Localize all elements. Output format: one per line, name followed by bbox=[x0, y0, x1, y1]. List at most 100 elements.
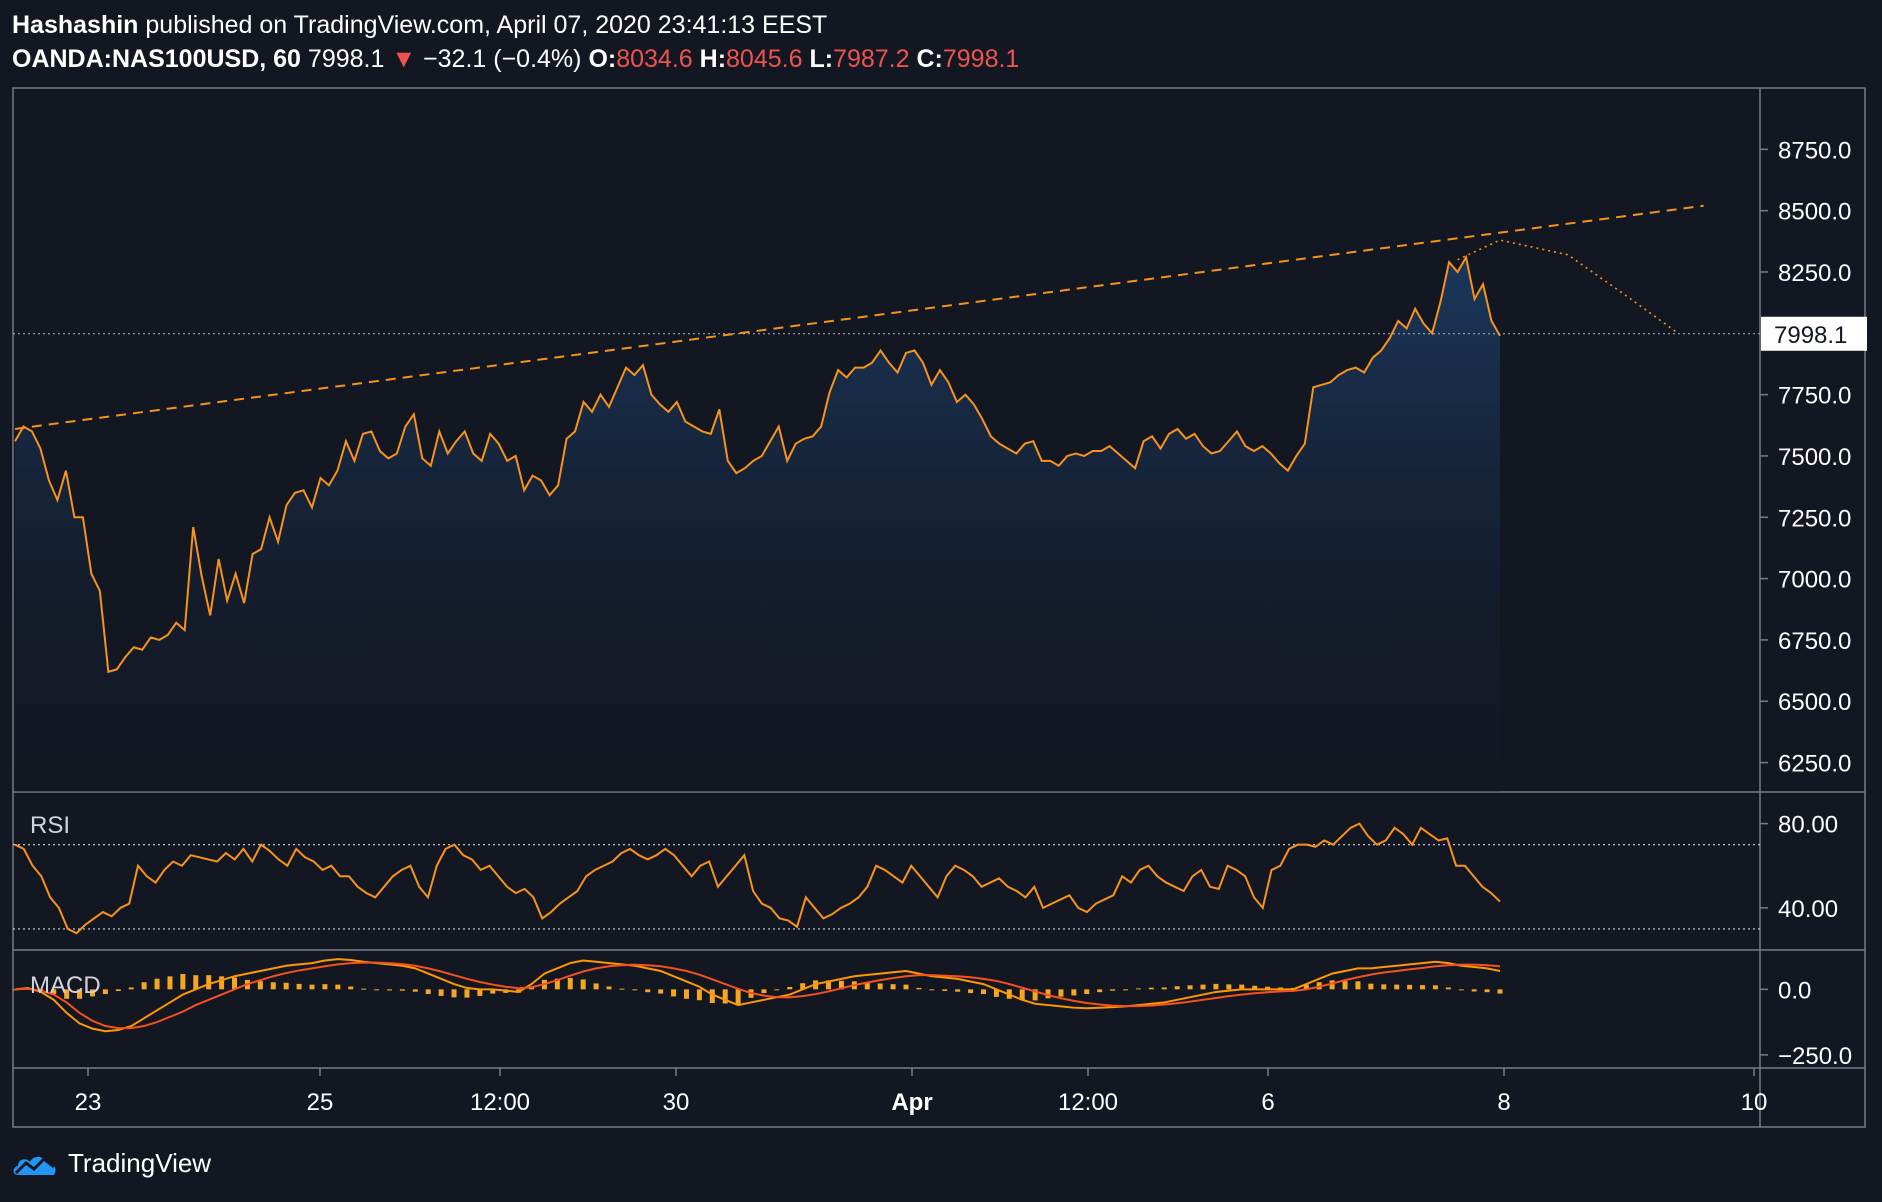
price-tick-2: 8250.0 bbox=[1778, 260, 1851, 287]
macd-hist-bar bbox=[386, 989, 392, 991]
macd-hist-bar bbox=[787, 986, 793, 990]
x-tick-4: Apr bbox=[891, 1089, 932, 1116]
outer-border bbox=[12, 87, 1866, 1128]
macd-hist-bar bbox=[1394, 984, 1400, 990]
tradingview-logo[interactable]: TradingView bbox=[10, 1148, 211, 1179]
price-tick-5: 7500.0 bbox=[1778, 444, 1851, 471]
macd-hist-bar bbox=[1458, 989, 1464, 991]
macd-hist-bar bbox=[735, 989, 741, 1004]
macd-tick-0: 0.0 bbox=[1778, 977, 1811, 1004]
author-name[interactable]: Hashashin bbox=[12, 11, 139, 39]
projection-curve bbox=[1457, 239, 1679, 334]
macd-hist-bar bbox=[838, 980, 844, 990]
macd-pane[interactable]: MACD bbox=[12, 958, 1503, 1033]
macd-hist-bar bbox=[1097, 989, 1103, 993]
x-tick-1: 25 bbox=[307, 1089, 334, 1116]
macd-hist-bar bbox=[490, 989, 496, 994]
macd-hist-bar bbox=[141, 982, 147, 990]
macd-hist-bar bbox=[696, 989, 702, 1001]
macd-hist-bar bbox=[1432, 985, 1438, 990]
price-tick-1: 8500.0 bbox=[1778, 199, 1851, 226]
macd-hist-bar bbox=[438, 989, 444, 996]
x-tick-5: 12:00 bbox=[1058, 1089, 1118, 1116]
macd-hist-bar bbox=[890, 984, 896, 990]
price-tick-10: 6250.0 bbox=[1778, 751, 1851, 778]
macd-hist-bar bbox=[1058, 989, 1064, 997]
macd-hist-bar bbox=[361, 988, 367, 990]
macd-hist-bar bbox=[1303, 984, 1309, 990]
macd-hist-bar bbox=[1471, 989, 1477, 992]
macd-hist-bar bbox=[1045, 989, 1051, 999]
macd-hist-bar bbox=[451, 989, 457, 998]
high-value: 8045.6 bbox=[726, 45, 803, 73]
macd-hist-bar bbox=[128, 987, 134, 990]
macd-hist-bar bbox=[12, 989, 18, 991]
x-tick-6: 6 bbox=[1261, 1089, 1274, 1116]
macd-hist-bar bbox=[154, 978, 160, 990]
macd-hist-bar bbox=[1174, 986, 1180, 990]
macd-hist-bar bbox=[580, 979, 586, 990]
macd-hist-bar bbox=[955, 989, 961, 992]
close-label: C: bbox=[916, 45, 943, 73]
footer-brand: TradingView bbox=[68, 1148, 212, 1178]
macd-hist-bar bbox=[51, 989, 57, 995]
rsi-tick-0: 80.00 bbox=[1778, 812, 1838, 839]
published-text: published on TradingView.com, April 07, … bbox=[145, 11, 828, 39]
macd-hist-bar bbox=[1071, 989, 1077, 996]
macd-hist-bar bbox=[903, 984, 909, 990]
macd-hist-bar bbox=[425, 989, 431, 995]
ohlc-line: OANDA:NAS100USD, 60 7998.1 ▼ −32.1 (−0.4… bbox=[12, 42, 1019, 76]
macd-hist-bar bbox=[206, 975, 212, 990]
rsi-pane[interactable]: RSI bbox=[13, 812, 1760, 935]
macd-hist-bar bbox=[619, 988, 625, 990]
macd-hist-bar bbox=[167, 976, 173, 990]
tradingview-cloud-icon bbox=[13, 1156, 56, 1175]
rsi-label: RSI bbox=[30, 812, 70, 839]
macd-hist-bar bbox=[567, 978, 573, 990]
macd-hist-bar bbox=[1110, 989, 1116, 991]
macd-hist-bar bbox=[980, 989, 986, 995]
publish-line: Hashashin published on TradingView.com, … bbox=[12, 8, 1019, 42]
macd-hist-bar bbox=[1032, 989, 1038, 1001]
chart-header: Hashashin published on TradingView.com, … bbox=[12, 8, 1019, 76]
macd-hist-bar bbox=[942, 989, 948, 991]
macd-hist-bar bbox=[1497, 989, 1503, 994]
macd-hist-bar bbox=[89, 989, 95, 997]
macd-hist-bar bbox=[1407, 984, 1413, 990]
macd-hist-bar bbox=[606, 986, 612, 990]
macd-hist-bar bbox=[1329, 980, 1335, 990]
macd-hist-bar bbox=[1381, 984, 1387, 990]
macd-hist-bar bbox=[412, 989, 418, 992]
macd-hist-bar bbox=[1342, 981, 1348, 990]
price-tick-6: 7250.0 bbox=[1778, 505, 1851, 532]
macd-hist-bar bbox=[374, 989, 380, 991]
x-tick-0: 23 bbox=[75, 1089, 102, 1116]
macd-hist-bar bbox=[1226, 984, 1232, 990]
macd-hist-bar bbox=[464, 989, 470, 998]
open-value: 8034.6 bbox=[616, 45, 693, 73]
macd-hist-bar bbox=[296, 983, 302, 990]
price-line bbox=[14, 254, 1501, 674]
open-label: O: bbox=[588, 45, 617, 73]
macd-hist-bar bbox=[1445, 987, 1451, 990]
price-area bbox=[15, 257, 1500, 792]
low-label: L: bbox=[809, 45, 834, 73]
macd-hist-bar bbox=[709, 989, 715, 1004]
price-tick-8: 6750.0 bbox=[1778, 628, 1851, 655]
macd-label: MACD bbox=[30, 972, 101, 999]
price-pane[interactable] bbox=[13, 204, 1760, 792]
macd-hist-bar bbox=[800, 983, 806, 990]
x-tick-8: 10 bbox=[1741, 1089, 1768, 1116]
macd-hist-bar bbox=[257, 981, 263, 990]
x-tick-2: 12:00 bbox=[470, 1089, 530, 1116]
macd-hist-bar bbox=[683, 989, 689, 999]
macd-line bbox=[14, 958, 1501, 1033]
macd-hist-bar bbox=[77, 989, 83, 999]
macd-hist-bar bbox=[1187, 985, 1193, 990]
last-price: 7998.1 bbox=[307, 45, 385, 73]
symbol-label[interactable]: OANDA:NAS100USD, 60 bbox=[12, 45, 301, 73]
macd-hist-bar bbox=[1239, 984, 1245, 990]
macd-hist-bar bbox=[877, 983, 883, 990]
price-tick-4: 7750.0 bbox=[1778, 383, 1851, 410]
